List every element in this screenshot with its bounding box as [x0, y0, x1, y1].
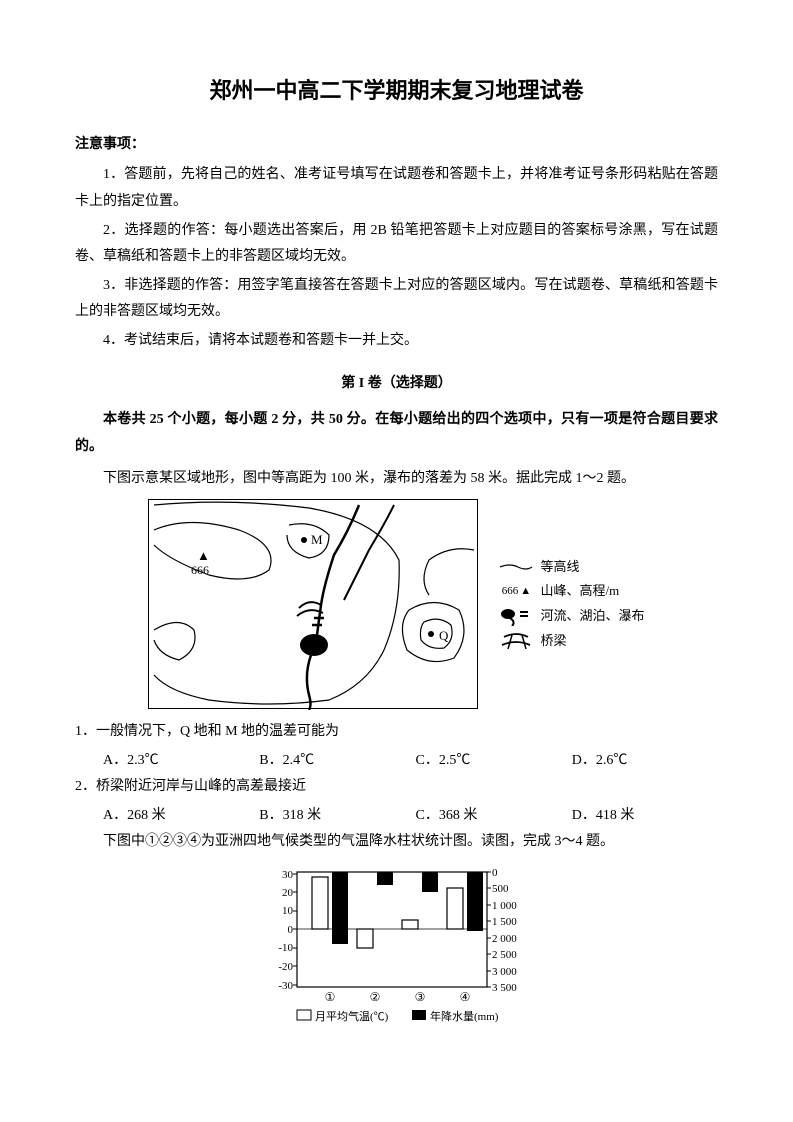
q2-option-a: A．268 米 — [103, 803, 249, 830]
q2-option-d: D．418 米 — [572, 803, 718, 830]
section-title: 第 I 卷（选择题） — [75, 371, 718, 398]
bridge-icon — [498, 633, 534, 649]
legend-rain: 年降水量(mm) — [430, 1009, 499, 1023]
climate-chart: 30 20 10 0 -10 -20 -30 0 500 — [75, 862, 718, 1038]
svg-text:②: ② — [369, 990, 380, 1004]
intro-text: 下图示意某区域地形，图中等高距为 100 米，瀑布的落差为 58 米。据此完成 … — [75, 466, 718, 493]
ltick: -10 — [278, 942, 293, 954]
rtick: 2 500 — [492, 949, 517, 961]
ltick: -30 — [278, 980, 293, 992]
legend-contour: 等高线 — [540, 555, 579, 580]
svg-text:①: ① — [324, 990, 335, 1004]
rtick: 3 000 — [492, 966, 517, 978]
legend-bridge: 桥梁 — [540, 629, 566, 654]
page-title: 郑州一中高二下学期期末复习地理试卷 — [75, 70, 718, 112]
question-2: 2．桥梁附近河岸与山峰的高差最接近 — [75, 774, 718, 801]
rtick: 2 000 — [492, 933, 517, 945]
peak-icon: 666 ▲ — [498, 581, 534, 602]
rtick: 0 — [492, 867, 498, 879]
notice-item: 3．非选择题的作答：用签字笔直接答在答题卡上对应的答题区域内。写在试题卷、草稿纸… — [75, 273, 718, 326]
topographic-map: ▲ 666 M Q — [148, 499, 478, 709]
svg-text:▲: ▲ — [197, 548, 210, 563]
river-icon — [498, 606, 534, 626]
q1-option-c: C．2.5℃ — [416, 748, 562, 775]
ltick: 10 — [282, 905, 294, 917]
point-m-label: M — [311, 532, 323, 547]
svg-text:④: ④ — [459, 990, 470, 1004]
q2-option-c: C．368 米 — [416, 803, 562, 830]
ltick: 0 — [287, 924, 293, 936]
point-q-label: Q — [439, 628, 449, 643]
q1-option-a: A．2.3℃ — [103, 748, 249, 775]
ltick: 20 — [282, 887, 294, 899]
peak-label: 666 — [191, 563, 209, 577]
rtick: 3 500 — [492, 982, 517, 994]
legend-river: 河流、湖泊、瀑布 — [540, 604, 644, 629]
question-1: 1．一般情况下，Q 地和 M 地的温差可能为 — [75, 719, 718, 746]
rtick: 1 500 — [492, 916, 517, 928]
legend-temp: 月平均气温(℃) — [315, 1009, 389, 1023]
q2-options: A．268 米 B．318 米 C．368 米 D．418 米 — [75, 803, 718, 830]
q1-option-d: D．2.6℃ — [572, 748, 718, 775]
intro-text-2: 下图中①②③④为亚洲四地气候类型的气温降水柱状统计图。读图，完成 3～4 题。 — [75, 829, 718, 856]
rtick: 500 — [492, 883, 509, 895]
notice-label: 注意事项： — [75, 132, 718, 159]
figure-container: ▲ 666 M Q 等高线 666 ▲ 山峰、高程/m — [75, 499, 718, 709]
q2-option-b: B．318 米 — [259, 803, 405, 830]
section-desc: 本卷共 25 个小题，每小题 2 分，共 50 分。在每小题给出的四个选项中，只… — [75, 407, 718, 460]
legend-peak: 山峰、高程/m — [540, 579, 619, 604]
notice-item: 1．答题前，先将自己的姓名、准考证号填写在试题卷和答题卡上，并将准考证号条形码粘… — [75, 162, 718, 215]
ltick: -20 — [278, 961, 293, 973]
rtick: 1 000 — [492, 900, 517, 912]
map-legend: 等高线 666 ▲ 山峰、高程/m 河流、湖泊、瀑布 — [498, 555, 644, 654]
notice-item: 4．考试结束后，请将本试题卷和答题卡一并上交。 — [75, 328, 718, 355]
q1-option-b: B．2.4℃ — [259, 748, 405, 775]
contour-icon — [498, 561, 534, 573]
notice-item: 2．选择题的作答：每小题选出答案后，用 2B 铅笔把答题卡上对应题目的答案标号涂… — [75, 218, 718, 271]
q1-options: A．2.3℃ B．2.4℃ C．2.5℃ D．2.6℃ — [75, 748, 718, 775]
svg-text:③: ③ — [414, 990, 425, 1004]
ltick: 30 — [282, 869, 294, 881]
